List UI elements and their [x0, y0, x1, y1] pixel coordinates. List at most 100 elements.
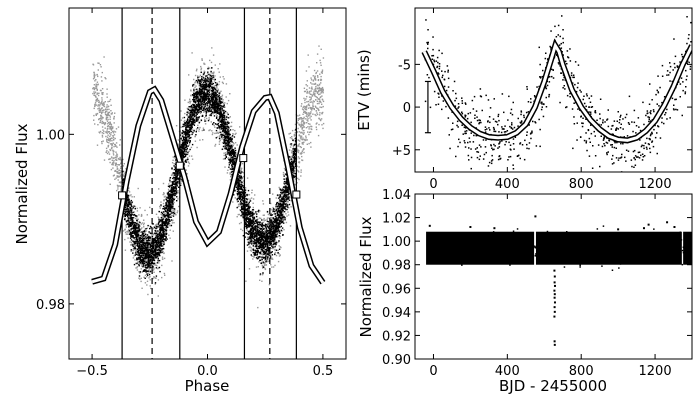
black-point	[181, 148, 184, 150]
grey-point	[283, 215, 285, 217]
grey-point	[159, 207, 161, 209]
black-point	[263, 227, 265, 230]
grey-point	[211, 76, 213, 79]
grey-point	[314, 76, 316, 78]
grey-point	[268, 243, 270, 245]
grey-point	[107, 105, 110, 107]
black-point	[131, 244, 134, 246]
grey-point	[289, 137, 292, 139]
grey-point	[154, 243, 156, 246]
black-point	[273, 237, 275, 239]
grey-point	[185, 169, 187, 171]
grey-point	[213, 112, 215, 114]
grey-point	[310, 125, 312, 127]
grey-point	[106, 152, 109, 155]
grey-point	[310, 111, 312, 113]
grey-point	[302, 113, 304, 115]
grey-point	[148, 232, 150, 234]
grey-point	[161, 256, 164, 258]
grey-point	[255, 244, 257, 246]
grey-point	[204, 123, 207, 125]
black-point	[238, 190, 240, 192]
black-point	[193, 129, 195, 132]
grey-point	[288, 207, 290, 209]
grey-point	[234, 142, 237, 144]
black-point	[227, 137, 229, 139]
grey-point	[176, 169, 179, 172]
grey-point	[122, 174, 124, 176]
black-point	[229, 140, 231, 143]
grey-point	[227, 169, 229, 171]
black-point	[223, 126, 225, 128]
black-point	[263, 235, 265, 238]
black-point	[201, 89, 203, 91]
grey-point	[99, 132, 101, 134]
grey-point	[239, 202, 241, 204]
grey-point	[113, 162, 115, 164]
grey-point	[103, 109, 105, 111]
grey-point	[321, 88, 323, 90]
grey-point	[145, 245, 147, 247]
black-point	[257, 223, 259, 225]
grey-point	[171, 222, 174, 224]
black-point	[128, 225, 130, 227]
black-point	[232, 159, 234, 162]
grey-point	[217, 99, 219, 102]
black-point	[261, 222, 263, 225]
grey-point	[308, 104, 311, 107]
black-point	[280, 212, 282, 215]
black-point	[273, 242, 275, 245]
grey-point	[251, 242, 254, 244]
grey-point	[310, 96, 312, 98]
black-point	[139, 221, 141, 224]
black-point	[246, 215, 248, 217]
grey-point	[93, 77, 96, 79]
grey-point	[311, 108, 313, 110]
grey-point	[206, 117, 208, 120]
black-point	[169, 186, 171, 188]
grey-point	[144, 233, 146, 235]
grey-point	[169, 181, 171, 183]
grey-point	[211, 72, 214, 74]
grey-point	[107, 106, 109, 108]
grey-point	[124, 212, 126, 214]
black-point	[265, 226, 267, 228]
grey-point	[173, 169, 175, 171]
grey-point	[129, 217, 131, 219]
grey-point	[251, 248, 253, 251]
grey-point	[292, 149, 294, 151]
grey-point	[116, 189, 118, 192]
grey-point	[118, 172, 121, 175]
grey-point	[209, 99, 211, 101]
grey-point	[101, 99, 103, 101]
black-point	[143, 235, 146, 237]
black-point	[292, 156, 294, 158]
grey-point	[304, 108, 307, 111]
black-point	[206, 75, 208, 77]
black-point	[236, 180, 238, 182]
black-point	[135, 242, 137, 245]
grey-point	[109, 149, 112, 152]
grey-point	[93, 114, 95, 117]
grey-point	[234, 197, 236, 199]
black-point	[133, 241, 135, 243]
grey-point	[294, 123, 297, 126]
black-point	[265, 242, 268, 244]
black-point	[280, 225, 282, 228]
grey-point	[275, 242, 278, 245]
grey-point	[260, 241, 262, 244]
grey-point	[294, 137, 296, 140]
grey-point	[210, 72, 212, 74]
black-point	[268, 241, 270, 244]
grey-point	[245, 280, 247, 282]
black-point	[267, 231, 269, 233]
grey-point	[228, 162, 230, 164]
black-point	[158, 233, 160, 235]
grey-point	[303, 148, 305, 150]
grey-point	[257, 234, 259, 236]
grey-point	[311, 101, 313, 103]
black-point	[256, 247, 258, 250]
grey-point	[312, 106, 314, 108]
grey-point	[111, 147, 113, 149]
black-point	[142, 263, 145, 265]
